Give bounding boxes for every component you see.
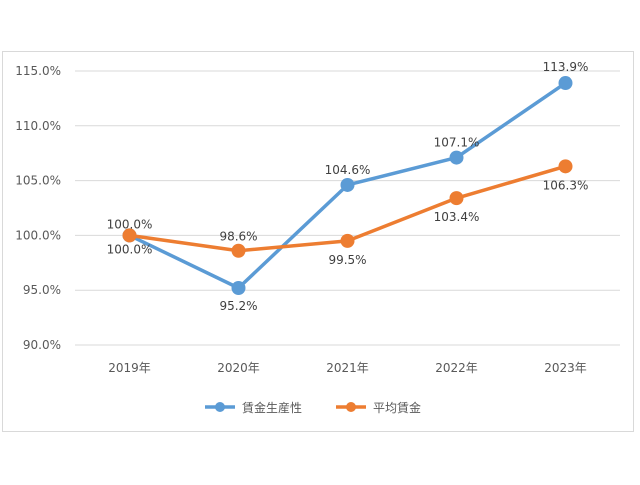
x-tick-label: 2021年 (326, 361, 369, 375)
legend-marker (346, 402, 356, 412)
y-tick-label: 95.0% (23, 283, 61, 297)
data-label: 98.6% (219, 230, 257, 244)
x-tick-label: 2023年 (544, 361, 587, 375)
gridlines (75, 70, 620, 346)
data-label: 100.0% (107, 217, 153, 231)
legend-marker (215, 402, 225, 412)
y-tick-label: 100.0% (15, 228, 61, 242)
y-axis-ticks: 90.0% 95.0% 100.0% 105.0% 110.0% 115.0% (15, 64, 61, 352)
line-chart: 90.0% 95.0% 100.0% 105.0% 110.0% 115.0% 2019年… (15, 60, 620, 415)
data-point (340, 177, 355, 192)
data-point (449, 191, 464, 206)
data-label: 95.2% (219, 299, 257, 313)
data-label: 100.0% (107, 242, 153, 256)
legend-label: 平均賃金 (373, 400, 421, 415)
data-label: 106.3% (543, 178, 589, 192)
y-tick-label: 115.0% (15, 64, 61, 78)
x-axis-ticks: 2019年 2020年 2021年 2022年 2023年 (108, 361, 587, 375)
y-tick-label: 110.0% (15, 119, 61, 133)
data-point (231, 281, 246, 296)
y-tick-label: 105.0% (15, 174, 61, 188)
data-point (340, 233, 355, 248)
data-label: 104.6% (325, 163, 371, 177)
data-point (449, 150, 464, 165)
series-points (122, 76, 573, 296)
legend-item-1: 賃金生産性 (205, 400, 302, 415)
chart-area: 90.0% 95.0% 100.0% 105.0% 110.0% 115.0% 2019年… (2, 51, 634, 432)
x-tick-label: 2019年 (108, 361, 151, 375)
data-labels: 100.0% 95.2% 104.6% 107.1% 113.9% 100.0% 98.6%… (107, 60, 589, 313)
data-label: 107.1% (434, 136, 480, 150)
data-label: 103.4% (434, 210, 480, 224)
data-label: 99.5% (328, 253, 366, 267)
legend-item-2: 平均賃金 (336, 400, 421, 415)
data-point (558, 159, 573, 174)
legend-label: 賃金生産性 (242, 400, 302, 415)
data-point (122, 228, 137, 243)
x-tick-label: 2020年 (217, 361, 260, 375)
data-point (558, 76, 573, 91)
data-point (231, 243, 246, 258)
x-tick-label: 2022年 (435, 361, 478, 375)
legend: 賃金生産性 平均賃金 (205, 400, 421, 415)
y-tick-label: 90.0% (23, 338, 61, 352)
data-label: 113.9% (543, 60, 589, 74)
